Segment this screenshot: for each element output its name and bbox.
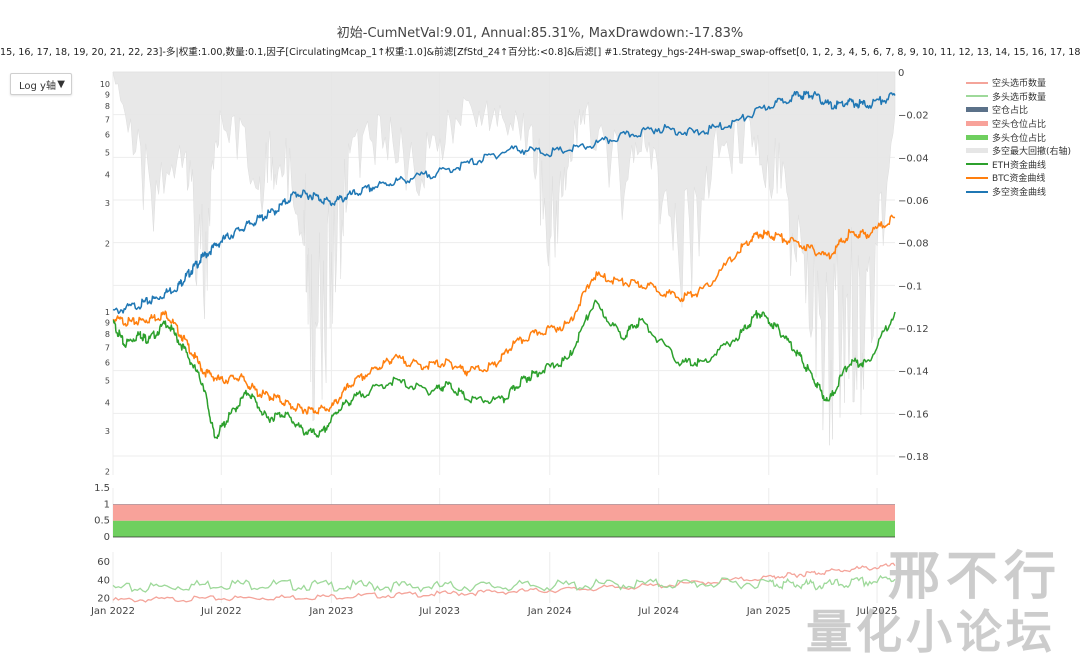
btc-equity-line xyxy=(112,214,896,415)
legend-swatch-icon xyxy=(966,121,988,127)
y-left-tick-label: 6 xyxy=(105,131,110,140)
y-right-tick-label: −0.16 xyxy=(898,409,929,420)
legend: 空头选币数量 多头选币数量 空仓占比空头仓位占比 多头仓位占比多空最大回撤(右轴) ET… xyxy=(966,76,1076,198)
legend-label: 空仓占比 xyxy=(992,106,1029,117)
log-y-axis-label: Log y轴 xyxy=(19,80,56,92)
count-tick-label: 20 xyxy=(97,594,110,605)
count-tick-label: 60 xyxy=(97,557,110,568)
ratio-tick-label: 0.5 xyxy=(94,516,110,527)
legend-label: 多头仓位占比 xyxy=(992,133,1047,144)
y-left-tick-label: 6 xyxy=(105,359,110,368)
ratio-tick-label: 0 xyxy=(104,532,110,543)
legend-swatch-icon xyxy=(966,134,988,140)
y-left-tick-label: 1 xyxy=(105,308,110,317)
x-tick-label: Jan 2025 xyxy=(746,606,791,617)
log-y-axis-dropdown[interactable]: Log y轴 ▼ xyxy=(10,73,72,95)
position-ratio-panel xyxy=(113,504,895,538)
drawdown-fill xyxy=(112,71,896,446)
y-right-tick-label: −0.02 xyxy=(898,111,929,122)
legend-item[interactable]: BTC资金曲线 xyxy=(966,171,1076,185)
equity-lines xyxy=(112,90,896,440)
ratio-tick-label: 1 xyxy=(104,499,110,510)
legend-item[interactable]: 多头仓位占比 xyxy=(966,130,1076,144)
legend-label: 多空资金曲线 xyxy=(992,188,1047,199)
y-left-tick-label: 3 xyxy=(105,199,110,208)
y-left-tick-label: 9 xyxy=(105,318,110,327)
y-left-tick-label: 10 xyxy=(100,80,110,89)
legend-item[interactable]: 空头仓位占比 xyxy=(966,117,1076,131)
y-left-tick-label: 2 xyxy=(105,467,110,476)
legend-swatch-icon xyxy=(966,107,988,113)
legend-label: 多头选币数量 xyxy=(992,92,1047,103)
y-left-tick-label: 2 xyxy=(105,239,110,248)
y-left-tick-label: 4 xyxy=(105,399,110,408)
y-left-tick-label: 4 xyxy=(105,171,110,180)
y-left-tick-label: 3 xyxy=(105,427,110,436)
legend-swatch-icon xyxy=(966,148,988,154)
y-right-tick-label: −0.14 xyxy=(898,367,929,378)
legend-item[interactable]: ETH资金曲线 xyxy=(966,158,1076,172)
y-right-tick-label: −0.18 xyxy=(898,452,929,463)
chart-subtitle: 15, 16, 17, 18, 19, 20, 21, 22, 23]-多|权重… xyxy=(0,47,1080,58)
drawdown-area xyxy=(112,71,896,446)
x-tick-label: Jul 2025 xyxy=(856,606,898,617)
y-left-tick-label: 8 xyxy=(105,102,110,111)
axis-labels: 10987654321987654320−0.02−0.04−0.06−0.08… xyxy=(90,68,929,617)
short-coin-count-line xyxy=(112,562,896,603)
y-left-tick-label: 7 xyxy=(105,115,110,124)
x-tick-label: Jul 2023 xyxy=(418,606,460,617)
x-tick-label: Jul 2024 xyxy=(637,606,679,617)
x-tick-label: Jan 2023 xyxy=(308,606,353,617)
legend-item[interactable]: 多头选币数量 xyxy=(966,90,1076,104)
legend-swatch-icon xyxy=(966,190,988,193)
y-right-tick-label: −0.1 xyxy=(898,281,922,292)
legend-item[interactable]: 多空资金曲线 xyxy=(966,185,1076,199)
eth-equity-line xyxy=(112,299,896,440)
long-coin-count-line xyxy=(112,574,896,594)
legend-label: BTC资金曲线 xyxy=(992,174,1046,185)
legend-swatch-icon xyxy=(966,176,988,179)
y-right-tick-label: 0 xyxy=(898,68,904,79)
legend-label: 空头选币数量 xyxy=(992,79,1047,90)
y-left-tick-label: 5 xyxy=(105,149,110,158)
legend-item[interactable]: 多空最大回撤(右轴) xyxy=(966,144,1076,158)
coin-count-panel xyxy=(112,562,896,603)
count-tick-label: 40 xyxy=(97,575,110,586)
x-tick-label: Jan 2022 xyxy=(90,606,135,617)
long-short-equity-line xyxy=(112,90,896,315)
x-tick-label: Jul 2022 xyxy=(200,606,242,617)
y-right-tick-label: −0.12 xyxy=(898,324,929,335)
y-left-tick-label: 8 xyxy=(105,330,110,339)
y-left-tick-label: 9 xyxy=(105,90,110,99)
watermark-line2: 量化小论坛 xyxy=(806,605,1056,659)
chevron-down-icon: ▼ xyxy=(57,78,65,90)
ratio-tick-label: 1.5 xyxy=(94,483,110,494)
x-tick-label: Jan 2024 xyxy=(527,606,572,617)
y-right-tick-label: −0.04 xyxy=(898,153,929,164)
y-right-tick-label: −0.06 xyxy=(898,196,929,207)
y-right-tick-label: −0.08 xyxy=(898,239,929,250)
short-position-ratio-area xyxy=(113,504,895,521)
legend-item[interactable]: 空头选币数量 xyxy=(966,76,1076,90)
legend-swatch-icon xyxy=(966,81,988,84)
chart-title: 初始-CumNetVal:9.01, Annual:85.31%, MaxDra… xyxy=(336,26,744,41)
legend-swatch-icon xyxy=(966,163,988,166)
long-position-ratio-area xyxy=(113,520,895,537)
legend-label: ETH资金曲线 xyxy=(992,160,1046,171)
legend-label: 空头仓位占比 xyxy=(992,120,1047,131)
legend-label: 多空最大回撤(右轴) xyxy=(992,147,1072,158)
watermark-line1: 邢不行 xyxy=(888,547,1063,607)
legend-item[interactable]: 空仓占比 xyxy=(966,103,1076,117)
y-left-tick-label: 7 xyxy=(105,343,110,352)
y-left-tick-label: 5 xyxy=(105,377,110,386)
legend-swatch-icon xyxy=(966,95,988,98)
